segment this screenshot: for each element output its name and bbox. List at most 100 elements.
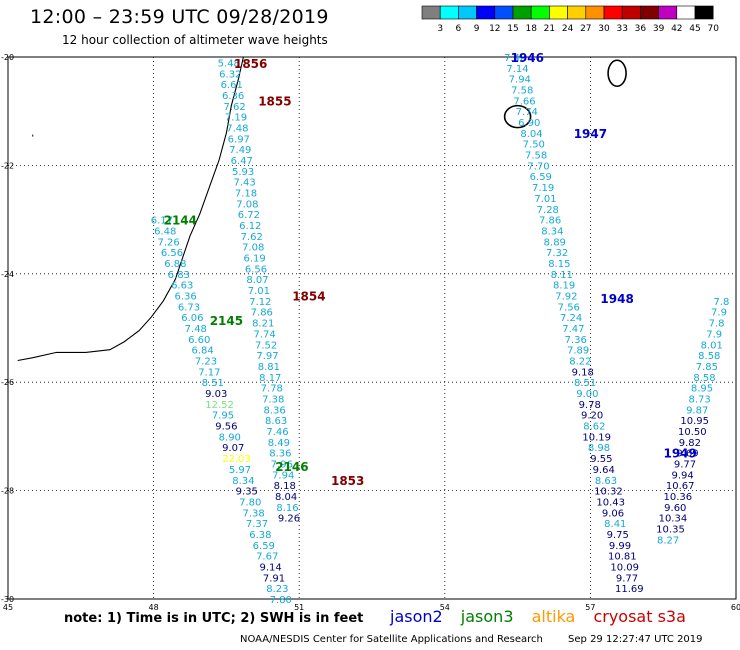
altimeter-track: 6.176.487.266.566.886.836.636.366.736.06… [151, 216, 292, 606]
wave-height-value: 6.59 [530, 172, 552, 183]
latitude-tick-label: -24 [1, 270, 14, 279]
wave-height-value: 7.80 [270, 595, 292, 606]
wave-height-value: 7.67 [256, 552, 278, 563]
colorbar-label: 18 [525, 24, 537, 34]
wave-height-value: 8.81 [258, 362, 280, 373]
longitude-tick-label: 51 [294, 603, 304, 610]
wave-height-value: 8.98 [588, 443, 610, 454]
wave-height-value: 8.23 [266, 584, 288, 595]
wave-height-value: 10.36 [663, 492, 692, 503]
wave-height-value: 8.34 [541, 226, 563, 237]
wave-height-value: 7.89 [567, 346, 589, 357]
wave-height-value: 9.64 [593, 465, 615, 476]
wave-height-value: 7.74 [253, 329, 275, 340]
longitude-tick-label: 54 [440, 603, 450, 610]
wave-height-value: 7.43 [233, 178, 255, 189]
wave-height-value: 10.19 [582, 432, 611, 443]
wave-height-value: 9.18 [572, 367, 594, 378]
wave-height-value: 9.94 [671, 470, 693, 481]
wave-height-value: 7.86 [539, 216, 561, 227]
colorbar-label: 39 [653, 24, 665, 34]
latitude-tick-label: -20 [1, 53, 14, 62]
pass-number-label: 1854 [292, 290, 325, 304]
legend-jason3: jason3 [460, 607, 514, 626]
altimeter-track: 5.486.326.616.367.627.197.486.977.496.47… [218, 58, 300, 524]
wave-height-value: 9.99 [609, 541, 631, 552]
wave-height-value: 7.85 [696, 362, 718, 373]
wave-height-value: 7.38 [262, 395, 284, 406]
wave-height-value: 10.43 [596, 497, 625, 508]
wave-height-value: 8.04 [520, 129, 542, 140]
wave-height-value: 6.63 [171, 281, 193, 292]
wave-height-value: 6.60 [188, 335, 210, 346]
map-frame [7, 56, 737, 600]
wave-height-value: 6.32 [219, 69, 241, 80]
wave-height-value: 9.77 [616, 573, 638, 584]
wave-height-value: 7.58 [511, 86, 533, 97]
latitude-tick-label: -26 [1, 378, 14, 387]
wave-height-value: 8.22 [569, 357, 591, 368]
colorbar-label: 30 [598, 24, 610, 34]
wave-height-value: 6.36 [222, 91, 244, 102]
wave-height-value: 8.41 [604, 519, 626, 530]
wave-height-value: 5.48 [218, 58, 240, 69]
colorbar-label: 24 [562, 24, 574, 34]
pass-number-label: 1856 [234, 57, 267, 71]
wave-height-value: 7.95 [212, 411, 234, 422]
wave-height-value: 6.59 [253, 541, 275, 552]
wave-height-value: 9.60 [664, 503, 686, 514]
wave-height-value: 7.48 [185, 324, 207, 335]
longitude-tick-label: 57 [585, 603, 595, 610]
wave-height-value: 9.69 [676, 449, 698, 460]
wave-height-value: 8.34 [232, 476, 254, 487]
wave-height-map: 45 48 51 54 57 60-20-22-24-26-28-305.486.326.… [1, 51, 740, 610]
wave-height-value: 7.70 [527, 161, 549, 172]
wave-height-value: 7.9 [706, 329, 722, 340]
wave-height-value: 9.00 [576, 389, 598, 400]
wave-height-value: 9.03 [205, 389, 227, 400]
wave-height-value: 7.14 [506, 64, 528, 75]
wave-height-value: 7.96 [271, 460, 293, 471]
wave-height-value: 7.9 [711, 308, 727, 319]
wave-height-value: 6.88 [164, 259, 186, 270]
wave-height-value: 10.09 [610, 563, 639, 574]
wave-height-value: 7.08 [242, 243, 264, 254]
wave-height-value: 7.17 [198, 367, 220, 378]
wave-height-value: 6.61 [221, 80, 243, 91]
latitude-tick-label: -22 [1, 161, 14, 170]
wave-height-value: 7.80 [239, 497, 261, 508]
wave-height-value: 7.86 [251, 308, 273, 319]
wave-height-value: 9.26 [278, 514, 300, 525]
wave-height-value: 8.17 [259, 373, 281, 384]
agency-credit: NOAA/NESDIS Center for Satellite Applica… [240, 634, 543, 645]
pass-number-label: 1855 [258, 94, 291, 108]
wave-height-value: 7.66 [513, 96, 535, 107]
wave-height-value: 5.97 [229, 465, 251, 476]
reunion-island-outline [503, 104, 532, 129]
footer-credits: NOAA/NESDIS Center for Satellite Applica… [240, 634, 725, 645]
wave-height-value: 7.94 [272, 470, 294, 481]
wave-height-value: 7.74 [516, 107, 538, 118]
wave-height-value: 8.51 [202, 378, 224, 389]
colorbar-label: 42 [671, 24, 682, 34]
colorbar-label: 33 [616, 24, 627, 34]
colorbar-label: 6 [456, 24, 462, 34]
wave-height-value: 10.34 [659, 514, 688, 525]
wave-height-value: 6.47 [231, 156, 253, 167]
wave-height-value: 12.52 [205, 400, 234, 411]
pass-number-label: 1948 [600, 292, 633, 306]
wave-height-value: 9.78 [579, 400, 601, 411]
wave-height-value: 7.36 [565, 335, 587, 346]
wave-height-value: 8.15 [548, 259, 570, 270]
wave-height-value: 7.91 [263, 573, 285, 584]
wave-height-value: 8.16 [276, 503, 298, 514]
wave-height-value: 11.69 [615, 584, 644, 595]
wave-height-value: 7.38 [242, 508, 264, 519]
wave-height-value: 9.87 [686, 405, 708, 416]
legend-jason2: jason2 [390, 607, 443, 626]
wave-height-value: 8.63 [265, 416, 287, 427]
wave-height-value: 7.49 [229, 145, 251, 156]
wave-height-value: 8.62 [583, 422, 605, 433]
pass-number-label: 1947 [574, 127, 607, 141]
